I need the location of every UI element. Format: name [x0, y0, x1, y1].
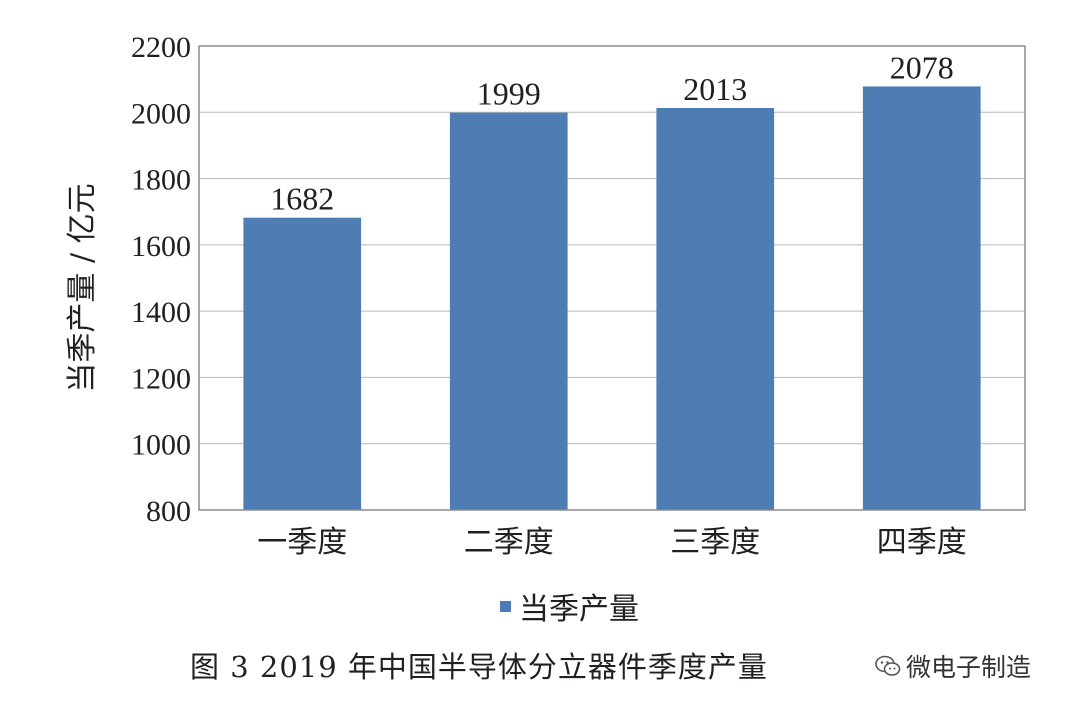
bar: [656, 107, 775, 510]
data-label: 1682: [270, 181, 334, 217]
y-tick-label: 1000: [131, 429, 191, 462]
plot-frame: [198, 45, 1026, 511]
y-tick-label: 1400: [131, 296, 191, 329]
y-tick-label: 2000: [131, 97, 191, 130]
x-tick-label: 三季度: [670, 525, 760, 560]
wechat-icon: [875, 655, 901, 676]
x-axis-ticks: 一季度 二季度 三季度 四季度: [257, 525, 967, 560]
bar: [862, 86, 981, 510]
y-axis-title: 当季产量 / 亿元: [65, 183, 100, 392]
x-tick-label: 二季度: [464, 525, 554, 560]
data-label: 1999: [477, 76, 541, 112]
bars: [243, 86, 981, 511]
bar: [243, 217, 362, 510]
y-tick-label: 1200: [131, 362, 191, 395]
data-label: 2078: [890, 49, 954, 85]
legend: 当季产量: [500, 584, 639, 628]
value-labels: 1682 1999 2013 2078: [270, 49, 954, 216]
legend-swatch: [500, 600, 511, 612]
legend-label: 当季产量: [519, 592, 639, 627]
y-axis-ticks: 800 1000 1200 1400 1600 1800 2000 2200: [131, 31, 191, 528]
figure-caption: 图 3 2019 年中国半导体分立器件季度产量: [190, 650, 768, 684]
bar: [449, 112, 568, 511]
y-tick-label: 1600: [131, 230, 191, 263]
x-tick-label: 四季度: [877, 525, 967, 560]
y-tick-label: 800: [146, 495, 191, 528]
x-tick-label: 一季度: [257, 525, 347, 560]
data-label: 2013: [683, 71, 747, 107]
watermark-text: 微电子制造: [906, 653, 1032, 682]
y-tick-label: 2200: [131, 31, 191, 64]
y-tick-label: 1800: [131, 164, 191, 197]
watermark: 微电子制造: [872, 648, 1034, 684]
